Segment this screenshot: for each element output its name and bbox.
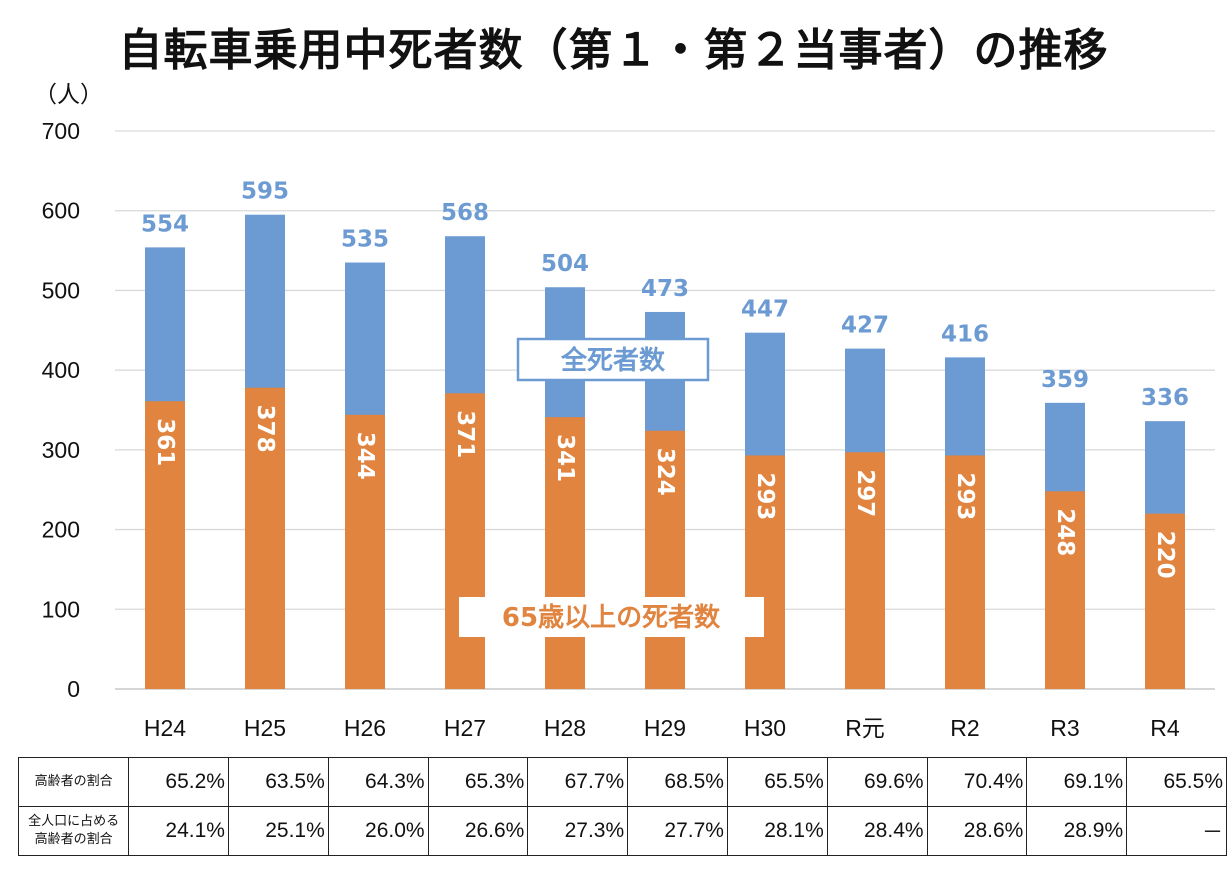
data-label-total: 336 (1141, 385, 1189, 411)
data-label-total: 595 (241, 179, 289, 205)
data-label-elderly: 220 (1152, 531, 1178, 579)
data-label-elderly: 371 (452, 410, 478, 458)
data-label-elderly: 361 (152, 418, 178, 466)
table-cell: 24.1% (128, 806, 229, 856)
bar-elderly (445, 393, 485, 689)
data-label-total: 473 (641, 276, 689, 302)
y-axis-label: （人） (34, 81, 103, 107)
table-cell: 64.3% (327, 757, 429, 807)
data-label-total: 416 (941, 321, 989, 347)
bar-elderly (945, 455, 985, 689)
x-category-label: H26 (344, 715, 386, 741)
table-row: 高齢者の割合 65.2% 63.5% 64.3% 65.3% 67.7% 68.5% 65.5… (17, 757, 1227, 807)
bar-elderly (745, 455, 785, 689)
table-cell: 67.7% (527, 757, 629, 807)
y-tick-label: 0 (67, 676, 80, 702)
bar-elderly (545, 417, 585, 689)
table-cell: 63.5% (227, 757, 329, 807)
data-label-total: 535 (341, 227, 389, 253)
legend-total: 全死者数 (516, 337, 710, 382)
table-cell: 28.1% (726, 806, 828, 856)
table-cell: 65.3% (427, 757, 529, 807)
stats-table: 高齢者の割合 65.2% 63.5% 64.3% 65.3% 67.7% 68.5% 65.5… (17, 757, 1227, 856)
table-cell: 28.6% (926, 806, 1028, 856)
table-cell: 69.6% (826, 757, 928, 807)
data-label-elderly: 248 (1052, 508, 1078, 556)
table-cell: 65.5% (726, 757, 828, 807)
x-category-label: H27 (444, 715, 486, 741)
legend-total-label: 全死者数 (560, 345, 666, 376)
y-tick-label: 500 (42, 277, 80, 303)
table-cell: 65.2% (128, 757, 229, 807)
data-labels: 554 361 595 378 535 344 568 371 504 341 473 324 447 2… (141, 179, 1189, 579)
data-label-elderly: 344 (352, 432, 378, 480)
x-category-label: H24 (144, 715, 186, 741)
data-label-elderly: 341 (552, 434, 578, 482)
y-tick-label: 200 (42, 517, 80, 543)
table-cell: 68.5% (627, 757, 728, 807)
legend-elder: 65歳以上の死者数 (459, 597, 764, 637)
x-category-label: H25 (244, 715, 286, 741)
bar-elderly (1045, 491, 1085, 689)
table-cell: 28.9% (1026, 806, 1128, 856)
bar-elderly (645, 430, 685, 689)
legend-elder-label: 65歳以上の死者数 (502, 603, 721, 633)
table-row-header: 全人口に占める 高齢者の割合 (17, 806, 130, 856)
y-tick-label: 100 (42, 596, 80, 622)
table-cell: － (1126, 806, 1227, 856)
table-cell: 69.1% (1026, 757, 1128, 807)
table-cell: 27.7% (627, 806, 728, 856)
x-category-label: H29 (644, 715, 686, 741)
data-label-total: 568 (441, 200, 489, 226)
bar-elderly (345, 414, 385, 689)
table-row: 全人口に占める 高齢者の割合 24.1% 25.1% 26.0% 26.6% 27.3% 27… (17, 806, 1227, 856)
data-label-total: 359 (1041, 367, 1089, 393)
bar-elderly (145, 401, 185, 689)
data-label-total: 554 (141, 211, 189, 237)
data-label-total: 504 (541, 251, 589, 277)
x-axis-categories: H24 H25 H26 H27 H28 H29 H30 R元 R2 R3 R4 (144, 715, 1180, 741)
y-tick-label: 400 (42, 357, 80, 383)
row-header-line: 全人口に占める (28, 814, 120, 829)
table-cell: 27.3% (527, 806, 629, 856)
y-tick-label: 300 (42, 437, 80, 463)
x-category-label: R3 (1050, 715, 1079, 741)
table-cell: 26.0% (327, 806, 429, 856)
table-cell: 65.5% (1126, 757, 1227, 807)
y-tick-label: 700 (42, 118, 80, 144)
chart-title: 自転車乗用中死者数（第１・第２当事者）の推移 (118, 25, 1109, 76)
bar-elderly (845, 452, 885, 689)
table-cell: 70.4% (926, 757, 1028, 807)
data-label-elderly: 324 (652, 448, 678, 496)
table-row-header: 高齢者の割合 (17, 757, 130, 807)
row-header-line: 高齢者の割合 (34, 832, 113, 847)
x-category-label: H30 (744, 715, 786, 741)
bar-elderly (1145, 513, 1185, 689)
data-label-elderly: 378 (252, 405, 278, 453)
row-header-line: 高齢者の割合 (34, 774, 113, 789)
x-category-label: H28 (544, 715, 586, 741)
bar-elderly (245, 387, 285, 689)
x-category-label: R2 (950, 715, 979, 741)
y-axis-ticks: 0 100 200 300 400 500 600 700 (42, 118, 80, 702)
table-cell: 28.4% (826, 806, 928, 856)
data-label-total: 427 (841, 313, 889, 339)
data-label-elderly: 293 (952, 472, 978, 520)
data-label-elderly: 293 (752, 472, 778, 520)
x-category-label: R元 (845, 715, 885, 741)
table-cell: 26.6% (427, 806, 529, 856)
table-cell: 25.1% (227, 806, 329, 856)
data-label-elderly: 297 (852, 469, 878, 517)
y-tick-label: 600 (42, 198, 80, 224)
data-label-total: 447 (741, 297, 789, 323)
x-category-label: R4 (1150, 715, 1180, 741)
